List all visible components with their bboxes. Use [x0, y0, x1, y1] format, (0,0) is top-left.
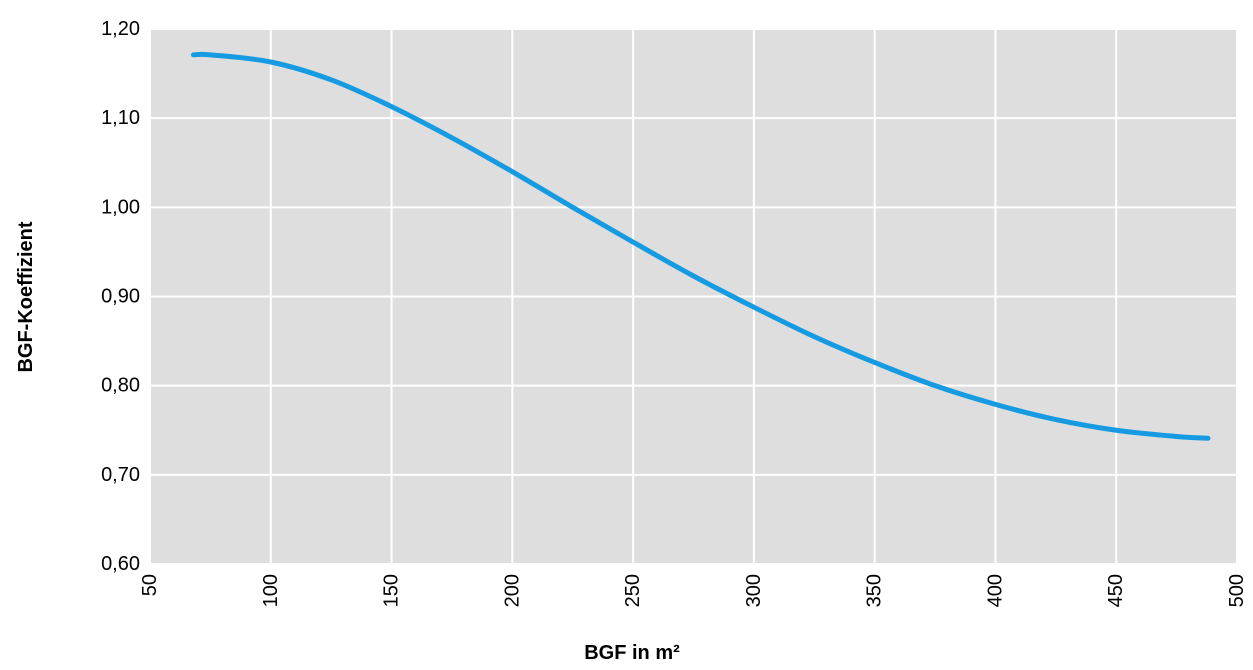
x-tick-label: 500: [1226, 574, 1248, 607]
y-tick-label: 0,80: [101, 375, 140, 397]
x-tick-label: 50: [139, 574, 161, 596]
x-tick-label: 350: [864, 574, 886, 607]
y-tick-label: 0,90: [101, 286, 140, 308]
x-tick-label: 400: [984, 574, 1006, 607]
y-axis-title: BGF-Koeffizient: [15, 221, 37, 372]
horizontal-gridlines: [150, 28, 1237, 565]
x-tick-label: 300: [743, 574, 765, 607]
y-tick-label: 1,00: [101, 196, 140, 218]
y-axis-tick-labels: 0,60 0,70 0,80 0,90 1,00 1,10 1,20: [101, 18, 140, 575]
y-tick-label: 0,60: [101, 553, 140, 575]
y-tick-label: 1,20: [101, 18, 140, 40]
coefficient-curve: [190, 51, 1211, 441]
x-axis-title: BGF in m²: [584, 642, 680, 664]
y-tick-label: 1,10: [101, 107, 140, 129]
x-tick-label: 100: [260, 574, 282, 607]
y-tick-label: 0,70: [101, 464, 140, 486]
x-tick-label: 200: [501, 574, 523, 607]
x-tick-label: 250: [622, 574, 644, 607]
x-tick-label: 450: [1105, 574, 1127, 607]
x-tick-label: 150: [381, 574, 403, 607]
x-axis-tick-labels: 50 100 150 200 250 300 350 400 450 500: [139, 574, 1248, 607]
